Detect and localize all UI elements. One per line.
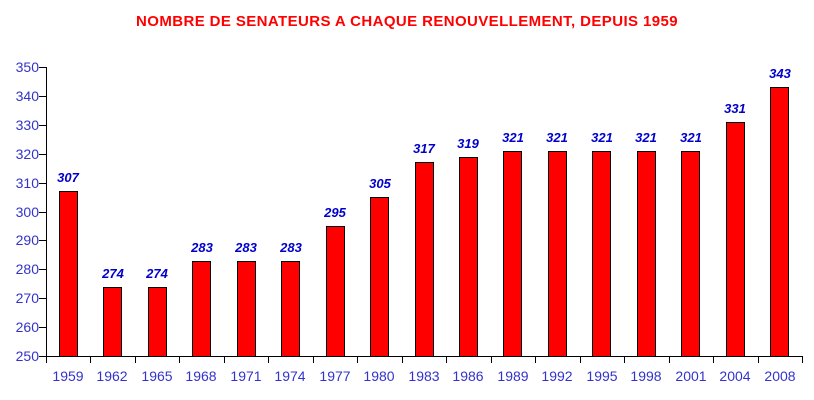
y-axis-tick	[39, 125, 46, 126]
bar	[637, 151, 656, 357]
y-axis-tick-label: 270	[15, 290, 39, 306]
y-axis-tick	[39, 298, 46, 299]
chart-title: NOMBRE DE SENATEURS A CHAQUE RENOUVELLEM…	[136, 13, 678, 30]
x-axis-tick	[713, 356, 714, 363]
x-axis-tick-label: 1983	[408, 368, 440, 384]
y-axis-line	[46, 67, 47, 357]
bar	[681, 151, 700, 357]
y-axis-tick-label: 330	[15, 117, 39, 133]
bar-value-label: 321	[591, 130, 613, 145]
x-axis-tick	[313, 356, 314, 363]
y-axis-tick-label: 290	[15, 232, 39, 248]
y-axis-tick-label: 260	[15, 319, 39, 335]
y-axis-tick-label: 320	[15, 146, 39, 162]
y-axis-tick-label: 280	[15, 261, 39, 277]
bar	[326, 226, 345, 357]
bar-value-label: 295	[324, 205, 346, 220]
x-axis-tick	[624, 356, 625, 363]
x-axis-tick	[402, 356, 403, 363]
bar	[726, 122, 745, 357]
x-axis-tick	[357, 356, 358, 363]
x-axis-tick-label: 1965	[141, 368, 173, 384]
x-axis-tick-label: 1968	[185, 368, 217, 384]
x-axis-tick-label: 1980	[363, 368, 395, 384]
y-axis-tick-label: 310	[15, 175, 39, 191]
y-axis-tick-label: 350	[15, 59, 39, 75]
x-axis-tick	[491, 356, 492, 363]
x-axis-tick	[580, 356, 581, 363]
y-axis-tick	[39, 67, 46, 68]
x-axis-tick-label: 1962	[96, 368, 128, 384]
x-axis-tick	[90, 356, 91, 363]
y-axis-tick	[39, 96, 46, 97]
x-axis-tick-label: 1971	[230, 368, 262, 384]
y-axis-tick	[39, 269, 46, 270]
bar-value-label: 331	[724, 101, 746, 116]
bar-value-label: 319	[457, 136, 479, 151]
x-axis-tick	[669, 356, 670, 363]
y-axis-tick-label: 300	[15, 204, 39, 220]
x-axis-tick-label: 2001	[675, 368, 707, 384]
bar	[103, 287, 122, 357]
bar	[415, 162, 434, 357]
x-axis-tick	[802, 356, 803, 363]
x-axis-tick-label: 1998	[630, 368, 662, 384]
bar	[548, 151, 567, 357]
x-axis-tick	[46, 356, 47, 363]
bar-value-label: 274	[102, 266, 124, 281]
bar-value-label: 317	[413, 141, 435, 156]
bar-value-label: 283	[191, 240, 213, 255]
y-axis-tick	[39, 183, 46, 184]
x-axis-tick-label: 1959	[52, 368, 84, 384]
x-axis-tick	[268, 356, 269, 363]
x-axis-tick-label: 2008	[764, 368, 796, 384]
y-axis-tick	[39, 356, 46, 357]
x-axis-tick	[135, 356, 136, 363]
y-axis-tick-label: 340	[15, 88, 39, 104]
bar-value-label: 321	[635, 130, 657, 145]
x-axis-tick	[758, 356, 759, 363]
x-axis-tick-label: 2004	[719, 368, 751, 384]
y-axis-tick-label: 250	[15, 348, 39, 364]
y-axis-tick	[39, 327, 46, 328]
bar-value-label: 283	[235, 240, 257, 255]
y-axis-tick	[39, 154, 46, 155]
x-axis-tick-label: 1989	[497, 368, 529, 384]
bar	[370, 197, 389, 357]
bar	[770, 87, 789, 357]
bar	[148, 287, 167, 357]
bar	[237, 261, 256, 357]
x-axis-tick	[224, 356, 225, 363]
bar	[592, 151, 611, 357]
bar-value-label: 321	[546, 130, 568, 145]
x-axis-tick-label: 1977	[319, 368, 351, 384]
bar	[459, 157, 478, 357]
x-axis-tick	[446, 356, 447, 363]
bar	[503, 151, 522, 357]
x-axis-tick-label: 1974	[274, 368, 306, 384]
bar-value-label: 307	[57, 170, 79, 185]
bar	[59, 191, 78, 357]
x-axis-tick	[179, 356, 180, 363]
y-axis-tick	[39, 240, 46, 241]
bar	[281, 261, 300, 357]
bar-value-label: 305	[369, 176, 391, 191]
y-axis-tick	[39, 212, 46, 213]
x-axis-tick-label: 1986	[452, 368, 484, 384]
bar-value-label: 274	[146, 266, 168, 281]
x-axis-tick	[535, 356, 536, 363]
bar-value-label: 321	[680, 130, 702, 145]
x-axis-tick-label: 1992	[541, 368, 573, 384]
bar-value-label: 343	[769, 66, 791, 81]
bar-value-label: 321	[502, 130, 524, 145]
bar	[192, 261, 211, 357]
bar-value-label: 283	[280, 240, 302, 255]
x-axis-tick-label: 1995	[586, 368, 618, 384]
